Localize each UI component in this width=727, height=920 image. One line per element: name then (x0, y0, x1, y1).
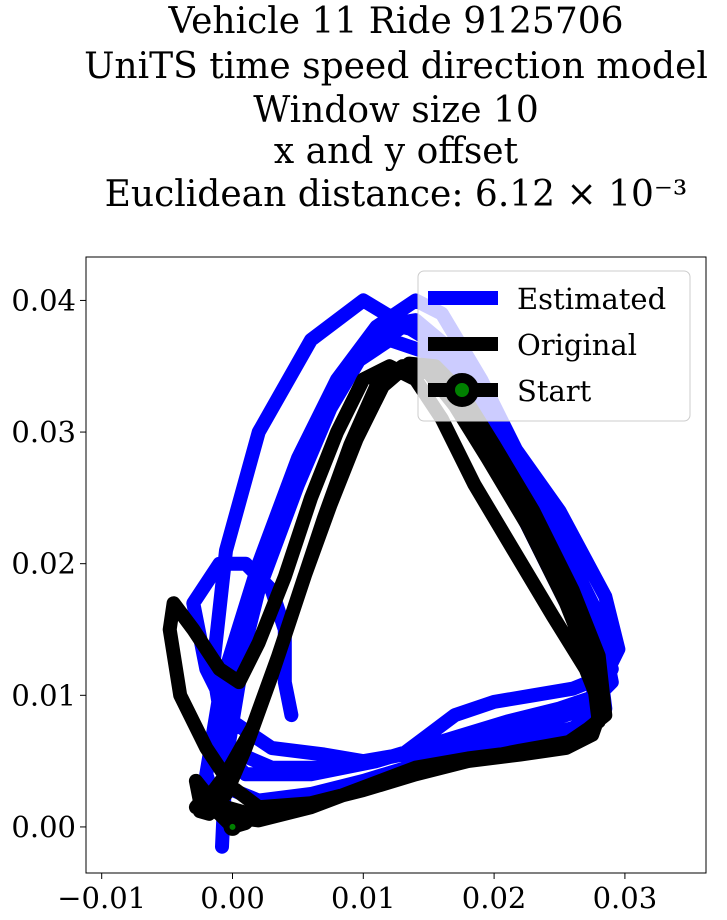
y-tick-label: 0.00 (11, 810, 76, 844)
title-line-4: x and y offset (274, 131, 519, 172)
y-tick-label: 0.01 (11, 678, 76, 712)
legend: Estimated Original Start (417, 270, 691, 422)
x-tick-label: 0.00 (200, 881, 265, 915)
legend-label-original: Original (517, 328, 637, 362)
x-tick-label: 0.02 (462, 881, 527, 915)
y-axis: 0.00 0.01 0.02 0.03 0.04 (11, 283, 86, 844)
legend-swatch-start-marker (445, 373, 479, 407)
x-tick-label: 0.03 (593, 881, 658, 915)
x-tick-label: 0.01 (331, 881, 396, 915)
y-tick-label: 0.03 (11, 415, 76, 449)
x-axis: −0.01 0.00 0.01 0.02 0.03 (57, 873, 657, 915)
title-line-1: Vehicle 11 Ride 9125706 (167, 1, 623, 42)
chart-title: Vehicle 11 Ride 9125706 UniTS time speed… (84, 1, 708, 215)
title-line-5: Euclidean distance: 6.12 × 10⁻³ (105, 174, 688, 215)
start-marker (223, 817, 242, 836)
legend-label-estimated: Estimated (517, 282, 666, 316)
y-tick-label: 0.04 (11, 283, 76, 317)
legend-label-start: Start (517, 374, 592, 408)
title-line-3: Window size 10 (253, 90, 539, 131)
x-tick-label: −0.01 (57, 881, 146, 915)
title-line-2: UniTS time speed direction model (84, 46, 708, 87)
plot-frame (85, 256, 707, 874)
y-tick-label: 0.02 (11, 547, 76, 581)
start-layer (223, 817, 242, 836)
